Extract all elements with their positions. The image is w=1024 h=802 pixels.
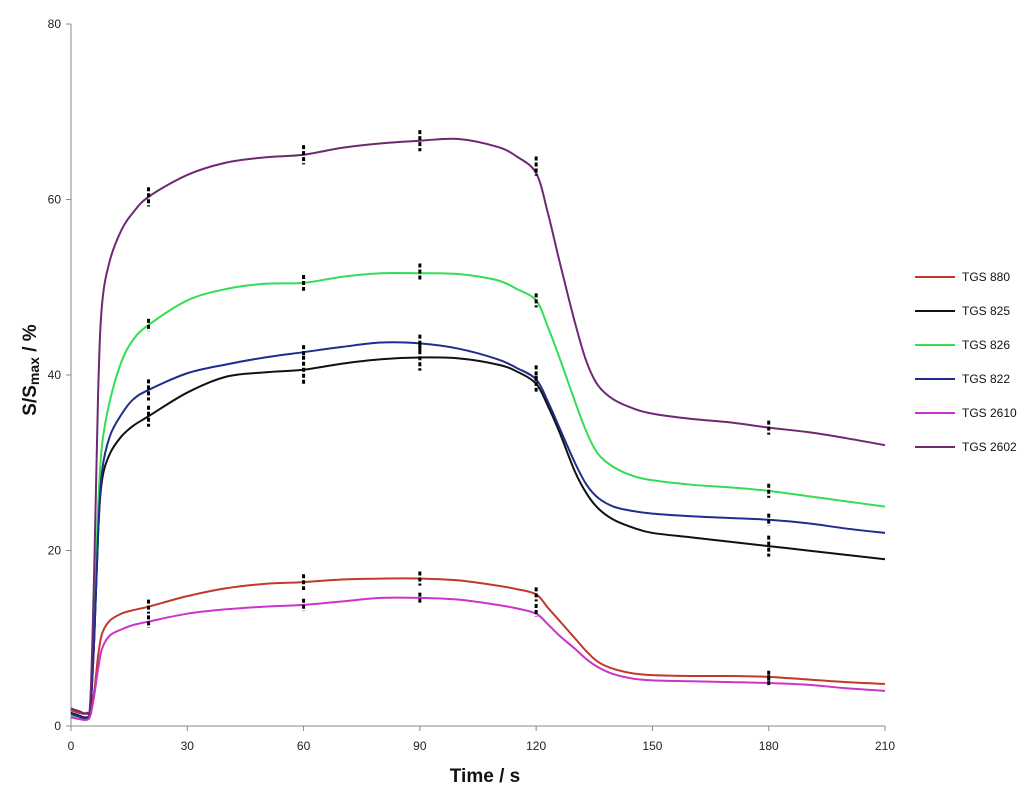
y-axis-title-sub: max [26,357,42,385]
axes [70,24,885,727]
x-tick-label: 120 [526,739,546,753]
x-tick-label: 0 [68,739,75,753]
y-tick-label: 60 [48,193,62,207]
series-layer [70,137,886,722]
x-tick-label: 180 [759,739,779,753]
legend-label-tgs-826: TGS 826 [962,338,1010,352]
series-line-tgs-825 [70,356,886,719]
legend-label-tgs-2602: TGS 2602 [962,440,1017,454]
y-tick-label: 20 [48,544,62,558]
series-line-tgs-880 [70,577,886,715]
x-tick-label: 150 [642,739,662,753]
x-axis-title: Time / s [450,766,520,787]
legend-label-tgs-880: TGS 880 [962,270,1010,284]
series-line-tgs-2602 [70,137,886,716]
x-tick-label: 90 [413,739,427,753]
y-tick-label: 40 [48,368,62,382]
legend-label-tgs-825: TGS 825 [962,304,1010,318]
legend-label-tgs-2610: TGS 2610 [962,406,1017,420]
y-axis-title: S/Smax / % [20,324,42,415]
ticks: 0 20 40 60 80 0 30 60 90 120 150 180 210 [48,17,896,753]
series-line-tgs-2610 [70,596,886,722]
y-tick-label: 0 [54,719,61,733]
series-line-tgs-822 [70,341,886,720]
y-tick-label: 80 [48,17,62,31]
errorbar-layer [147,130,771,686]
x-tick-label: 60 [297,739,311,753]
x-tick-label: 210 [875,739,895,753]
legend-label-tgs-822: TGS 822 [962,372,1010,386]
series-line-tgs-826 [70,271,886,720]
legend: TGS 880 TGS 825 TGS 826 TGS 822 TGS 2610 TGS … [915,270,1017,454]
y-axis-title-unit: / % [20,324,41,357]
y-axis-title-main: S/S [20,385,41,416]
x-tick-label: 30 [181,739,195,753]
